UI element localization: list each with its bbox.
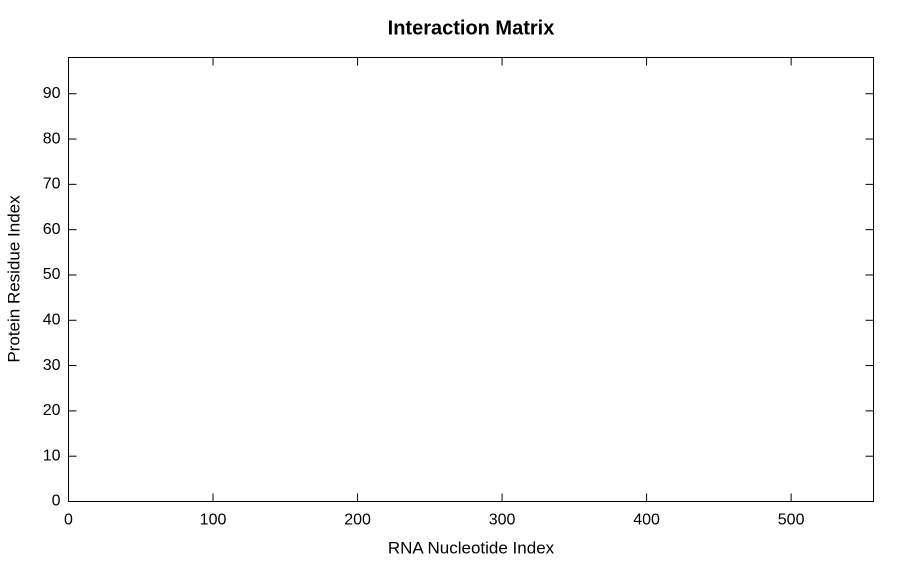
x-tick-label: 100	[200, 512, 227, 529]
chart-title: Interaction Matrix	[388, 17, 555, 39]
y-tick-label: 20	[43, 402, 61, 419]
y-tick-label: 60	[43, 221, 61, 238]
y-tick-label: 30	[43, 357, 61, 374]
y-tick-label: 10	[43, 447, 61, 464]
y-tick-label: 80	[43, 130, 61, 147]
y-tick-label: 0	[52, 493, 61, 510]
y-tick-label: 40	[43, 311, 61, 328]
x-tick-label: 400	[633, 512, 660, 529]
y-tick-label: 50	[43, 266, 61, 283]
y-tick-label: 90	[43, 85, 61, 102]
x-tick-label: 300	[489, 512, 516, 529]
y-axis-label: Protein Residue Index	[4, 195, 23, 363]
x-tick-label: 200	[344, 512, 371, 529]
y-tick-label: 70	[43, 176, 61, 193]
x-tick-label: 500	[778, 512, 805, 529]
x-axis-label: RNA Nucleotide Index	[388, 538, 555, 557]
x-tick-label: 0	[64, 512, 73, 529]
plot-frame	[68, 57, 874, 502]
